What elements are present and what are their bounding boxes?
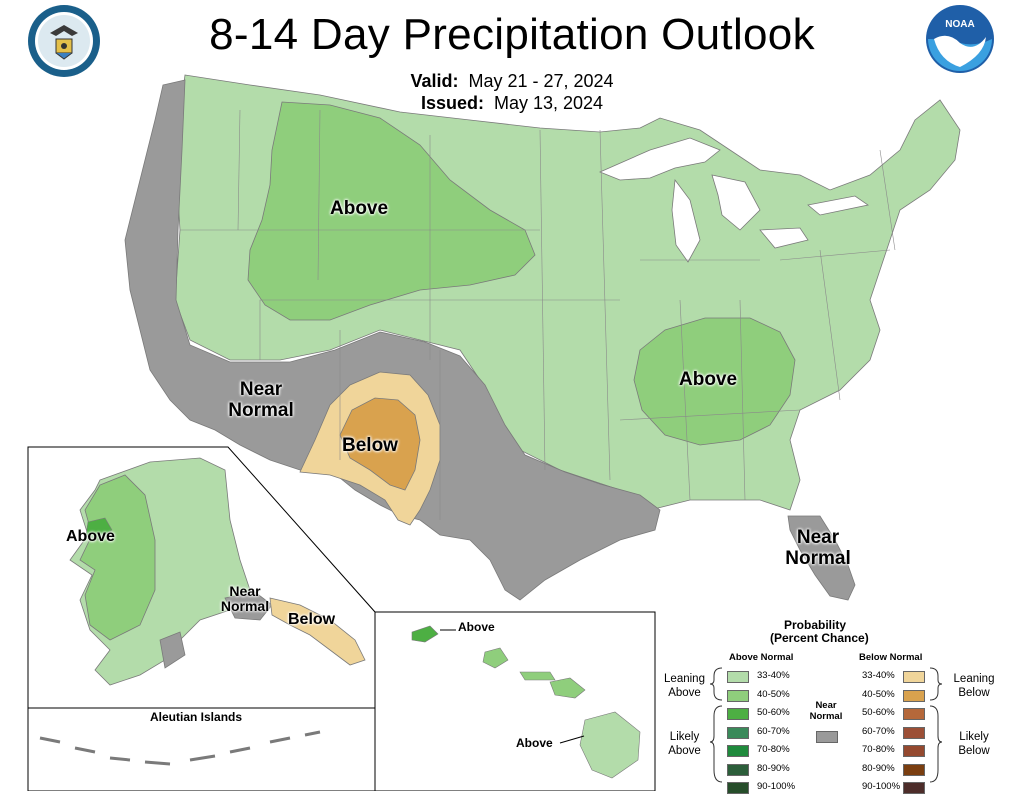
legend-below-item-label: 80-90%: [862, 762, 895, 774]
label-above-northwest: Above: [330, 198, 389, 219]
legend-likely-above-line1: Likely: [669, 731, 700, 743]
label-near-normal-sw-line1: Near: [239, 379, 283, 400]
label-near-normal-florida: Near Normal: [778, 527, 858, 570]
near-normal-florida-region: [787, 515, 856, 601]
legend-likely-below-line2: Below: [958, 745, 990, 757]
legend-near-line2: Normal: [809, 711, 843, 722]
legend-leaning-above: Leaning Above: [657, 672, 712, 700]
legend-below-item-swatch: [903, 671, 925, 683]
legend-near-line1: Near: [815, 700, 837, 711]
legend-below-item-swatch: [903, 726, 925, 739]
legend-above-item-swatch: [727, 763, 749, 776]
label-hawaii-above-big-island: Above: [516, 736, 553, 750]
great-lakes: [598, 137, 869, 263]
hawaii-oahu: [482, 647, 509, 669]
label-near-normal-fl-line1: Near: [796, 527, 840, 548]
label-alaska-above: Above: [66, 528, 115, 545]
legend-leaning-below: Leaning Below: [944, 672, 1004, 700]
legend-above-header: Above Normal: [729, 652, 794, 663]
label-near-normal-sw-line2: Normal: [228, 399, 294, 421]
label-alaska-near-line1: Near: [229, 583, 261, 599]
legend-below-item-label: 90-100%: [862, 781, 901, 792]
legend-above-item-swatch: [727, 671, 749, 683]
commerce-seal-icon: [28, 5, 100, 77]
legend-above-item-label: 70-80%: [757, 744, 790, 755]
legend-above-item-label: 60-70%: [757, 725, 790, 737]
label-alaska-below: Below: [288, 611, 336, 628]
valid-label: Valid:: [410, 71, 459, 91]
noaa-logo-text: NOAA: [945, 19, 974, 30]
legend-below-item-swatch: [903, 689, 925, 702]
legend-leaning-below-line1: Leaning: [953, 673, 995, 685]
hawaii-kauai: [411, 625, 439, 643]
legend-title: Probability (Percent Chance): [770, 618, 869, 645]
above-40-50-se-region: [633, 317, 796, 446]
alaska-leaning-below: [269, 597, 366, 666]
legend-below-item-label: 33-40%: [862, 670, 895, 681]
legend-above-item-swatch: [727, 689, 749, 702]
label-hawaii-above-kauai: Above: [458, 620, 495, 634]
aleutian-islands-shapes: [39, 730, 321, 766]
legend-above-item-label: 50-60%: [757, 707, 790, 718]
alaska-near-normal: [159, 591, 273, 669]
legend-above-item-swatch: [727, 726, 749, 739]
legend-likely-above: Likely Above: [657, 730, 712, 758]
alaska-above-50-60: [85, 517, 113, 541]
valid-dates: May 21 - 27, 2024: [468, 71, 614, 91]
label-near-normal-fl-line2: Normal: [785, 547, 851, 569]
label-aleutian-islands: Aleutian Islands: [150, 710, 243, 724]
legend-below-header: Below Normal: [859, 652, 923, 663]
legend-above-item-swatch: [727, 745, 749, 757]
below-40-50-region: [339, 397, 421, 491]
legend-below-item-swatch: [903, 745, 925, 757]
label-near-normal-southwest: Near Normal: [216, 379, 306, 422]
legend-below-item-swatch: [903, 763, 925, 776]
legend-likely-above-line2: Above: [668, 745, 701, 757]
issued-label: Issued:: [420, 93, 484, 113]
legend-likely-below: Likely Below: [944, 730, 1004, 758]
issued-date: May 13, 2024: [493, 93, 604, 113]
state-boundaries: [180, 109, 896, 520]
legend-above-item-label: 33-40%: [757, 670, 790, 681]
alaska-above-40-50: [79, 474, 156, 641]
legend-leaning-above-line1: Leaning: [664, 673, 705, 685]
legend-below-item-swatch: [903, 708, 925, 720]
label-alaska-near-line2: Normal: [220, 598, 270, 615]
near-normal-west-region: [124, 79, 661, 601]
label-below-southwest: Below: [342, 435, 398, 456]
legend-title-line2: (Percent Chance): [770, 631, 869, 645]
label-above-southeast: Above: [679, 369, 738, 390]
hawaii-label-pointers: [440, 629, 585, 744]
legend-below-item-label: 70-80%: [862, 744, 895, 755]
legend-near-normal-swatch: [816, 731, 838, 743]
legend-below-item-label: 50-60%: [862, 707, 895, 718]
legend-leaning-below-line2: Below: [958, 687, 990, 699]
legend-above-item-label: 90-100%: [757, 781, 796, 792]
legend-above-item-label: 80-90%: [757, 762, 790, 774]
legend-below-item-label: 60-70%: [862, 725, 895, 737]
page-title: 8-14 Day Precipitation Outlook: [209, 10, 815, 59]
label-alaska-near-normal: Near Normal: [210, 583, 280, 615]
legend-above-item-swatch: [727, 708, 749, 720]
legend-leaning-above-line2: Above: [668, 687, 701, 699]
legend-above-item-label: 40-50%: [757, 688, 790, 700]
hawaii-maui-molokai: [519, 671, 586, 699]
legend-below-item-label: 40-50%: [862, 688, 895, 700]
legend-likely-below-line1: Likely: [959, 731, 989, 743]
noaa-logo-icon: NOAA: [926, 5, 994, 73]
hawaii-big-island: [579, 711, 641, 779]
legend-title-line1: Probability: [783, 618, 846, 632]
valid-period: Valid: May 21 - 27, 2024 Issued: May 13,…: [0, 70, 1024, 114]
legend-near-normal-label: Near Normal: [806, 700, 846, 722]
